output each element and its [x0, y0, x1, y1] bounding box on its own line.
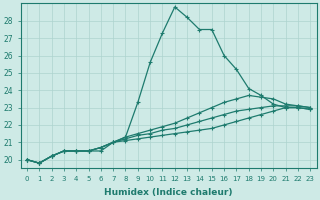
X-axis label: Humidex (Indice chaleur): Humidex (Indice chaleur) — [104, 188, 233, 197]
